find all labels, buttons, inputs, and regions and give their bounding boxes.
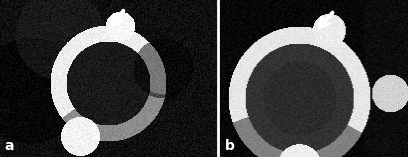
Text: a: a	[4, 140, 14, 154]
Text: b: b	[225, 140, 235, 154]
